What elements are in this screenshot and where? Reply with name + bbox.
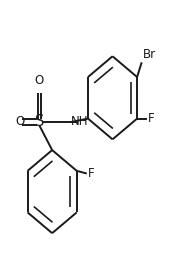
Text: F: F — [148, 112, 154, 125]
Text: O: O — [35, 74, 44, 87]
Text: F: F — [87, 167, 94, 180]
Text: S: S — [35, 114, 44, 129]
Text: NH: NH — [71, 116, 89, 128]
Text: Br: Br — [143, 48, 156, 61]
Text: O: O — [16, 116, 25, 128]
